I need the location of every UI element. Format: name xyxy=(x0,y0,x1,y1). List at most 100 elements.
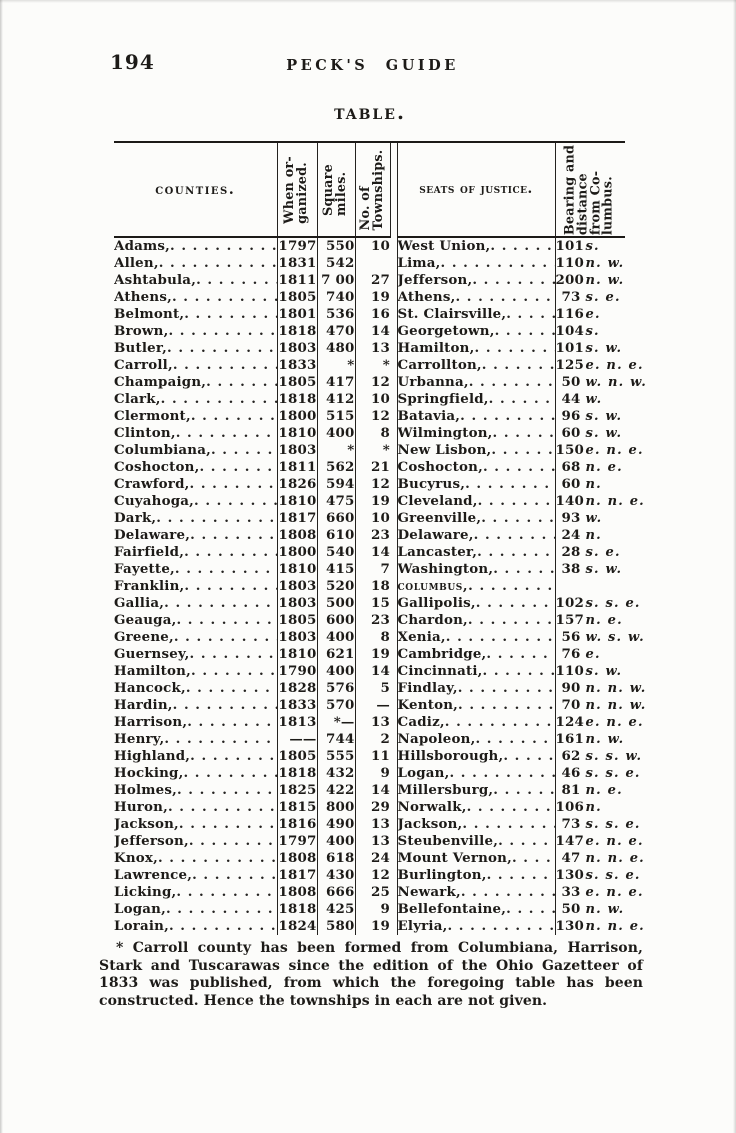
county-cell: Knox, xyxy=(114,850,277,867)
dot-leader xyxy=(176,612,276,629)
year-organized-cell: 1828 xyxy=(276,680,317,697)
distance-value: 102 xyxy=(555,595,585,611)
county-cell: Huron, xyxy=(114,799,277,816)
bearing-distance-cell: 38 s. w. xyxy=(554,561,625,578)
column-gap xyxy=(390,867,397,884)
bearing-distance-cell: 81 n. e. xyxy=(554,782,625,799)
townships-cell: — xyxy=(354,697,390,714)
townships-cell: 5 xyxy=(354,680,390,697)
county-flex: Fairfield, xyxy=(114,544,277,561)
seat-flex: Lancaster, xyxy=(398,544,555,561)
bearing-distance-cell: 62 s. s. w. xyxy=(554,748,641,765)
dot-leader xyxy=(177,782,277,799)
distance-value: 44 xyxy=(561,391,581,407)
square-miles-cell: 400 xyxy=(316,425,355,442)
scan-edge-artifact xyxy=(0,0,3,1133)
seat-name: Steubenville, xyxy=(397,833,499,849)
townships-cell: 18 xyxy=(354,578,390,595)
column-header-counties: Counties. xyxy=(114,143,277,238)
townships-cell: 7 xyxy=(354,561,390,578)
seat-name: Carrollton, xyxy=(397,357,482,373)
square-miles-cell: 740 xyxy=(316,289,355,306)
year-organized-cell: 1810 xyxy=(276,425,317,442)
seat-flex: Kenton, xyxy=(398,697,555,714)
dot-leader xyxy=(493,425,555,442)
bearing-distance-cell: 200n. w. xyxy=(554,272,625,289)
distance-value: 110 xyxy=(555,663,585,679)
dot-leader xyxy=(173,697,277,714)
dot-leader xyxy=(191,408,277,425)
year-organized-cell: 1810 xyxy=(276,646,317,663)
column-gap xyxy=(390,510,397,527)
distance-value: 101 xyxy=(555,340,585,356)
seat-flex: Columbus, xyxy=(398,578,555,595)
seat-flex: Jefferson, xyxy=(398,272,555,289)
distance-value: 38 xyxy=(561,561,581,577)
rotated-header-text: When or- ganized. xyxy=(282,155,310,224)
seat-name: Millersburg, xyxy=(397,782,494,798)
year-organized-cell: 1803 xyxy=(276,340,317,357)
bearing-distance-cell: 50 n. w. xyxy=(554,901,625,918)
county-flex: Fayette, xyxy=(114,561,277,578)
square-miles-cell: 744 xyxy=(316,731,355,748)
dot-leader xyxy=(211,442,277,459)
dot-leader xyxy=(206,374,276,391)
townships-cell: 12 xyxy=(354,408,390,425)
seat-name: Columbus, xyxy=(397,578,469,594)
seat-name: Chardon, xyxy=(397,612,468,628)
distance-value: 73 xyxy=(561,289,581,305)
year-organized-cell: 1818 xyxy=(276,901,317,918)
county-flex: Delaware, xyxy=(114,527,277,544)
dot-leader xyxy=(445,714,555,731)
dot-leader xyxy=(506,901,554,918)
county-name: Licking, xyxy=(114,884,177,900)
county-name: Clark, xyxy=(114,391,161,407)
townships-cell: 13 xyxy=(354,833,390,850)
townships-cell: 10 xyxy=(354,391,390,408)
seat-flex: New Lisbon, xyxy=(398,442,555,459)
seat-flex: Gallipolis, xyxy=(398,595,555,612)
year-organized-cell: 1805 xyxy=(276,289,317,306)
bearing-direction: s. e. xyxy=(585,290,621,305)
year-organized-cell: 1826 xyxy=(276,476,317,493)
column-gap xyxy=(390,255,397,272)
seat-of-justice-cell: Jackson, xyxy=(396,816,555,833)
bearing-direction: n. w. xyxy=(585,273,625,288)
bearing-distance-cell: 93 w. xyxy=(554,510,625,527)
county-name: Crawford, xyxy=(114,476,190,492)
seat-name: Greenville, xyxy=(397,510,482,526)
bearing-direction: e. n. e. xyxy=(585,834,644,849)
year-organized-cell: 1801 xyxy=(276,306,317,323)
square-miles-cell: 542 xyxy=(316,255,355,272)
dot-leader xyxy=(199,459,276,476)
county-name: Fairfield, xyxy=(114,544,185,560)
seat-of-justice-cell: New Lisbon, xyxy=(396,442,555,459)
square-miles-cell: 7 00 xyxy=(316,272,355,289)
seat-flex: Cincinnati, xyxy=(398,663,555,680)
distance-value: 200 xyxy=(555,272,585,288)
townships-cell: 15 xyxy=(354,595,390,612)
seat-of-justice-cell: Jefferson, xyxy=(396,272,555,289)
seat-flex: Coshocton, xyxy=(398,459,555,476)
seat-name: Batavia, xyxy=(397,408,461,424)
seat-name: Cleveland, xyxy=(397,493,478,509)
seat-name: Cadiz, xyxy=(397,714,445,730)
county-cell: Geauga, xyxy=(114,612,277,629)
seat-of-justice-cell: Cincinnati, xyxy=(396,663,555,680)
county-cell: Hancock, xyxy=(114,680,277,697)
square-miles-cell: 570 xyxy=(316,697,355,714)
square-miles-cell: 800 xyxy=(316,799,355,816)
dot-leader xyxy=(449,765,554,782)
dot-leader xyxy=(183,765,276,782)
seat-flex: Hamilton, xyxy=(398,340,555,357)
townships-cell xyxy=(354,255,390,272)
county-cell: Clermont, xyxy=(114,408,277,425)
column-gap xyxy=(390,663,397,680)
bearing-distance-cell: 124e. n. e. xyxy=(554,714,643,731)
county-name: Allen, xyxy=(114,255,159,271)
